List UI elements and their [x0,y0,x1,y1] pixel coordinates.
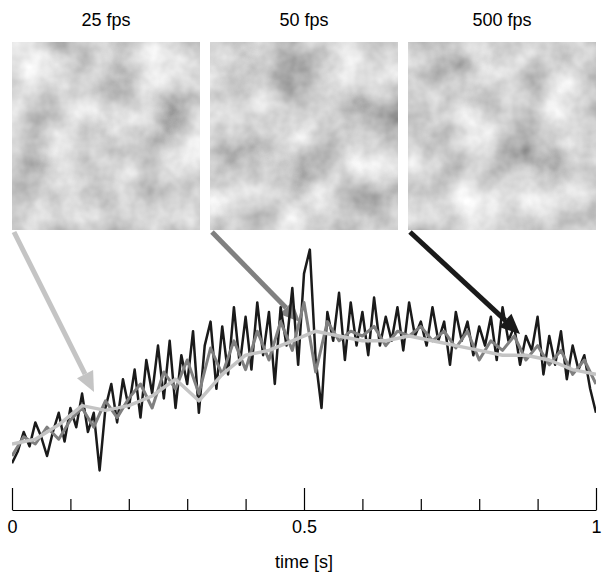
arrow-shaft [212,232,286,308]
series-line [12,331,596,444]
microscopy-image [408,42,596,230]
tick-mark [12,488,13,510]
tick [187,499,188,510]
tick [538,499,539,510]
x-axis: 00.51 [7,488,601,537]
arrow-head [77,370,94,392]
image-panel: 50 fps [210,10,398,230]
series-line [12,302,596,456]
plot-lines [12,250,596,471]
image-panels: 25 fps 50 fps 500 fps [12,10,596,230]
tick: 1 [591,488,601,537]
tick-mark [129,499,130,510]
tick-mark [70,499,71,510]
tick-mark [421,499,422,510]
tick-label: 0 [7,517,17,537]
microscopy-image [210,42,398,230]
tick [479,499,480,510]
tick-label: 0.5 [292,517,317,537]
arrow-shaft [410,232,505,320]
tick [129,499,130,510]
series-line [12,250,596,471]
panel-title: 50 fps [279,10,328,30]
tick-mark [537,499,538,510]
tick: 0.5 [292,488,317,537]
axis-line [13,510,597,511]
tick-mark [246,499,247,510]
image-panel: 500 fps [408,10,596,230]
figure: 25 fps50 fps500 fps00.51time [s] [0,0,608,582]
arrow-shaft [14,232,85,374]
panel-title: 25 fps [81,10,130,30]
tick [362,499,363,510]
image-panel: 25 fps [12,10,200,230]
arrows [14,232,520,392]
tick-mark [362,499,363,510]
microscopy-image [12,42,200,230]
axis-title: time [s] [275,552,333,572]
panel-title: 500 fps [472,10,531,30]
tick-label: 1 [591,517,601,537]
tick-mark [596,488,597,510]
tick [246,499,247,510]
tick [421,499,422,510]
tick: 0 [7,488,17,537]
tick-mark [304,488,305,510]
tick [70,499,71,510]
tick-mark [187,499,188,510]
tick-mark [479,499,480,510]
